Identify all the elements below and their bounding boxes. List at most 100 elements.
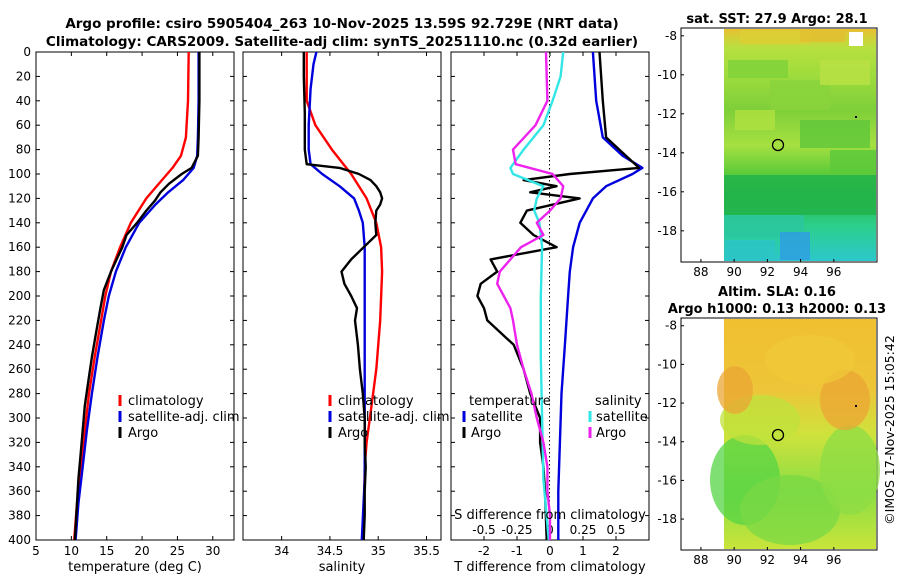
map-x-tick-label: 90 — [727, 265, 742, 279]
y-tick-label: 300 — [8, 411, 31, 425]
salinity-legend: climatology satellite-adj. clim Argo — [328, 394, 450, 441]
series-line-climatology — [305, 52, 384, 541]
map-y-tick-label: -8 — [665, 29, 677, 43]
x-tick-label: 5 — [32, 544, 40, 558]
x2-tick-label: 0.5 — [606, 523, 625, 537]
temperature-legend-satellite: satellite-adj. clim — [128, 410, 240, 425]
y-tick-label: 360 — [8, 484, 31, 498]
temperature-ticks: 0 20 40 60 80 100 120 140 160 180 200 220 240 260 280 3… — [8, 45, 234, 558]
difference-legend: temperature satellite Argo salinity sate… — [462, 394, 648, 441]
y-tick-label: 220 — [8, 313, 31, 327]
salinity-xlabel: salinity — [319, 560, 366, 575]
y-tick-label: 100 — [8, 167, 31, 181]
series-line-satellite-adj-clim — [307, 51, 366, 541]
map-y-tick-label: -10 — [657, 357, 677, 371]
sst-block — [820, 60, 870, 85]
difference-lines — [476, 51, 644, 541]
x-tick-label: 10 — [64, 544, 79, 558]
x-tick-label: 34 — [274, 544, 289, 558]
credit-text: ©IMOS 17-Nov-2025 15:05:42 — [882, 335, 897, 525]
map-x-tick-label: 88 — [693, 553, 708, 567]
y-tick-label: 60 — [16, 118, 31, 132]
salinity-ticks: 34 34.5 35 35.5 — [243, 51, 441, 558]
x2-tick-label: -0.25 — [501, 523, 532, 537]
y-tick-label: 140 — [8, 216, 31, 230]
x-tick-label: 25 — [170, 544, 185, 558]
y-tick-label: 380 — [8, 509, 31, 523]
map-y-tick-label: -10 — [657, 68, 677, 82]
sst-block — [800, 120, 870, 148]
x-tick-label: -2 — [478, 544, 490, 558]
y-tick-label: 160 — [8, 240, 31, 254]
difference-panel: -2 -1 0 1 2-0.5 -0.25 0 0.25 0.5 T difference fr… — [450, 51, 650, 575]
map-x-tick-label: 94 — [793, 265, 808, 279]
temperature-legend-argo: Argo — [128, 426, 158, 441]
difference-legend-t-argo: Argo — [471, 426, 501, 441]
y-tick-label: 340 — [8, 460, 31, 474]
sst-map-ticks: 88 90 92 94 96 -8 -10 -12 -14 -16 -18 — [657, 29, 841, 279]
map-x-tick-label: 90 — [727, 553, 742, 567]
y-tick-label: 260 — [8, 362, 31, 376]
map-x-tick-label: 96 — [826, 265, 841, 279]
x-tick-label: 35 — [371, 544, 386, 558]
salinity-axes-frame — [242, 51, 442, 541]
map-y-tick-label: -18 — [657, 512, 677, 526]
salinity-panel: 34 34.5 35 35.5 salinity climatology satell… — [242, 51, 450, 575]
map-y-tick-label: -12 — [657, 107, 677, 121]
sst-block — [800, 30, 845, 42]
map-y-tick-label: -12 — [657, 396, 677, 410]
sst-block — [724, 175, 876, 215]
temperature-lines — [73, 51, 201, 541]
y-tick-label: 40 — [16, 94, 31, 108]
series-line-temperature-satellite — [557, 51, 644, 540]
y-tick-label: 0 — [23, 45, 31, 59]
x-tick-label: 0 — [546, 544, 554, 558]
figure-title-line2: Climatology: CARS2009. Satellite-adj cli… — [46, 34, 638, 50]
sst-map-profile-marker — [771, 138, 785, 152]
sst-map-missing-patch — [849, 32, 863, 46]
temperature-panel: 0 20 40 60 80 100 120 140 160 180 200 220 240 260 280 3… — [8, 45, 240, 575]
map-x-tick-label: 92 — [760, 553, 775, 567]
x-tick-label: 15 — [99, 544, 114, 558]
map-y-tick-label: -8 — [665, 319, 677, 333]
sst-block — [780, 232, 810, 260]
series-line-salinity-argo — [496, 51, 565, 540]
sla-map-small-dot — [855, 405, 857, 407]
map-x-tick-label: 96 — [826, 553, 841, 567]
sst-block — [728, 60, 788, 78]
x2-tick-label: -0.5 — [472, 523, 495, 537]
sst-block — [830, 150, 876, 175]
sst-block — [735, 110, 775, 130]
temperature-legend-climatology: climatology — [128, 394, 204, 409]
salinity-lines — [302, 51, 384, 541]
map-x-tick-label: 88 — [693, 265, 708, 279]
sla-blob — [820, 425, 880, 515]
x-tick-label: 35.5 — [413, 544, 440, 558]
map-x-tick-label: 92 — [760, 265, 775, 279]
difference-xlabel: T difference from climatology — [453, 560, 646, 575]
map-y-tick-label: -14 — [657, 435, 677, 449]
sst-map-small-dot — [855, 116, 857, 118]
sla-map-profile-marker — [771, 428, 785, 442]
sla-blob — [765, 335, 855, 385]
series-line-argo — [73, 52, 201, 541]
map-y-tick-label: -16 — [657, 473, 677, 487]
difference-ticks: -2 -1 0 1 2-0.5 -0.25 0 0.25 0.5 — [451, 51, 649, 558]
difference-legend-title-temperature: temperature — [469, 394, 551, 409]
sst-block — [725, 240, 775, 260]
map-y-tick-label: -18 — [657, 224, 677, 238]
difference-legend-t-satellite: satellite — [471, 410, 523, 425]
y-tick-label: 320 — [8, 435, 31, 449]
sst-block — [740, 30, 810, 44]
y-tick-label: 20 — [16, 69, 31, 83]
x-tick-label: 1 — [579, 544, 587, 558]
salinity-legend-argo: Argo — [338, 426, 368, 441]
x-tick-label: 20 — [134, 544, 149, 558]
y-tick-label: 200 — [8, 289, 31, 303]
x-tick-label: 30 — [205, 544, 220, 558]
x-tick-label: 34.5 — [317, 544, 344, 558]
sla-blob — [820, 370, 870, 430]
difference-legend-s-satellite: satellite — [596, 410, 648, 425]
difference-legend-title-salinity: salinity — [595, 394, 642, 409]
